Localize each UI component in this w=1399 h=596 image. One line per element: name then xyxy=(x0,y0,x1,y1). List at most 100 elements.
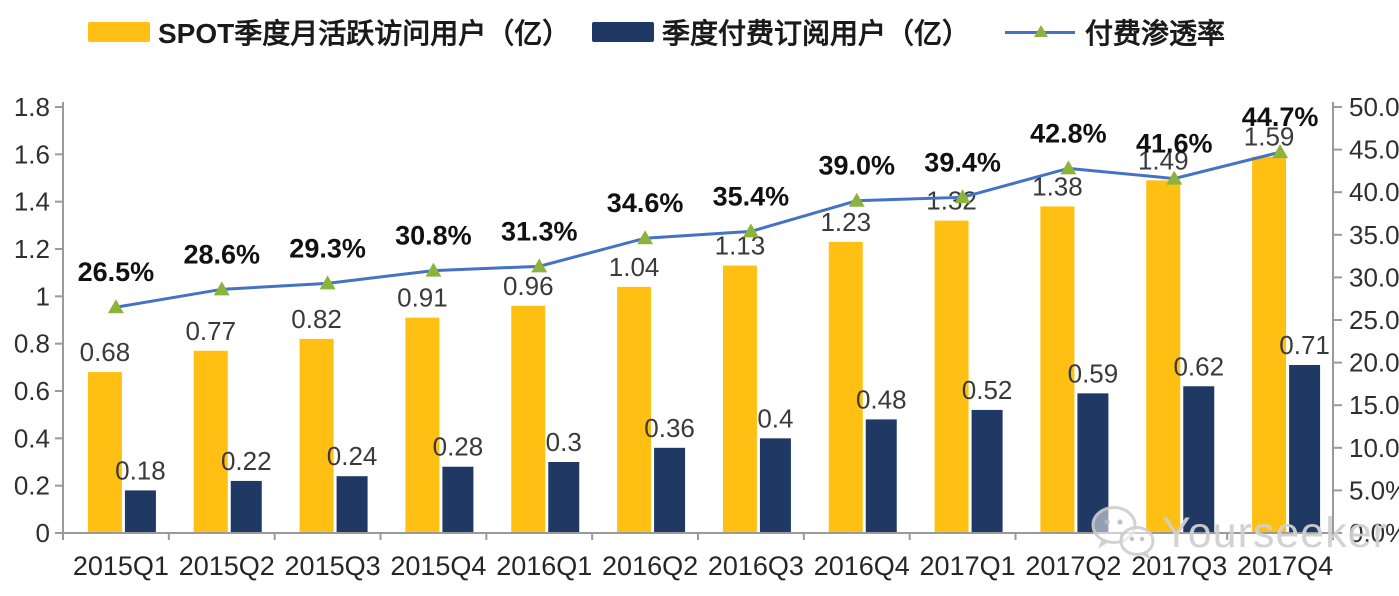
subscriber-bar-label: 0.36 xyxy=(644,413,695,443)
mau-bar-label: 1.32 xyxy=(926,186,977,216)
penetration-marker-icon xyxy=(319,275,336,290)
penetration-point-label: 39.4% xyxy=(924,147,1001,177)
left-axis-tick-label: 1.2 xyxy=(14,234,50,264)
right-axis-tick-label: 25.0% xyxy=(1349,305,1399,335)
penetration-line xyxy=(115,150,1281,309)
mau-bar-label: 0.91 xyxy=(397,283,448,313)
penetration-marker-icon xyxy=(954,189,971,204)
x-axis-category-label: 2016Q2 xyxy=(602,551,698,581)
subscriber-bar-label: 0.4 xyxy=(757,403,793,433)
mau-bar-label: 0.82 xyxy=(291,304,342,334)
mau-bar xyxy=(1252,156,1287,533)
penetration-point-label: 31.3% xyxy=(501,216,578,246)
penetration-point-label: 29.3% xyxy=(289,233,366,263)
mau-bar-label: 1.13 xyxy=(715,231,766,261)
mau-bar xyxy=(1040,206,1075,533)
penetration-marker-icon xyxy=(531,258,548,273)
subscriber-bar xyxy=(1289,364,1321,533)
subscriber-bar-label: 0.71 xyxy=(1279,330,1330,360)
subscriber-bar-label: 0.48 xyxy=(856,384,907,414)
left-axis-tick-label: 1.4 xyxy=(14,187,50,217)
subscriber-bar-label: 0.28 xyxy=(433,432,484,462)
mau-bar-label: 1.49 xyxy=(1138,145,1189,175)
penetration-point-label: 44.7% xyxy=(1242,102,1319,132)
legend-item-mau: SPOT季度月活跃访问用户（亿） xyxy=(88,16,570,49)
mau-bar xyxy=(87,372,122,533)
x-axis-category-label: 2016Q1 xyxy=(496,551,592,581)
subscribers-legend-label: 季度付费订阅用户（亿） xyxy=(662,18,971,49)
left-axis-tick-label: 0.8 xyxy=(14,329,50,359)
mau-bar-label: 1.59 xyxy=(1244,122,1295,152)
x-axis-category-label: 2015Q3 xyxy=(285,551,381,581)
subscriber-bar xyxy=(548,462,580,533)
right-axis-tick-label: 5.0% xyxy=(1349,475,1399,505)
penetration-marker-icon xyxy=(425,262,442,277)
penetration-marker-icon xyxy=(213,281,230,296)
x-axis-category-label: 2016Q3 xyxy=(708,551,804,581)
right-axis-tick-label: 15.0% xyxy=(1349,390,1399,420)
penetration-point-label: 42.8% xyxy=(1030,118,1107,148)
subscriber-bar-label: 0.52 xyxy=(962,375,1013,405)
penetration-marker-icon xyxy=(848,192,865,207)
mau-legend-swatch-icon xyxy=(88,22,150,42)
mau-bar xyxy=(299,338,334,533)
mau-bar xyxy=(511,305,546,533)
x-axis-category-label: 2015Q4 xyxy=(390,551,486,581)
mau-legend-label: SPOT季度月活跃访问用户（亿） xyxy=(158,18,571,49)
mau-bar-label: 1.23 xyxy=(820,207,871,237)
mau-bar xyxy=(1146,180,1181,533)
right-axis-tick-label: 45.0% xyxy=(1349,135,1399,165)
mau-bar xyxy=(193,350,228,533)
penetration-marker-icon xyxy=(637,230,654,245)
penetration-point-label: 35.4% xyxy=(713,181,790,211)
subscriber-bar xyxy=(1183,386,1215,533)
x-axis-category-label: 2017Q1 xyxy=(920,551,1016,581)
subscriber-bar xyxy=(124,490,156,533)
legend-item-subscribers: 季度付费订阅用户（亿） xyxy=(592,16,970,49)
right-axis-tick-label: 0.0% xyxy=(1349,518,1399,548)
penetration-point-label: 34.6% xyxy=(607,188,684,218)
subscriber-bar xyxy=(1077,393,1109,533)
left-axis-tick-label: 0.4 xyxy=(14,423,50,453)
subscriber-bar-label: 0.3 xyxy=(546,427,582,457)
subscriber-bar xyxy=(865,419,897,533)
subscriber-bar xyxy=(971,409,1003,533)
right-axis-tick-label: 50.0% xyxy=(1349,92,1399,122)
subscriber-bar xyxy=(230,480,262,533)
penetration-point-label: 28.6% xyxy=(183,239,260,269)
left-axis-tick-label: 1 xyxy=(36,281,50,311)
mau-bar xyxy=(828,241,863,533)
x-axis-category-label: 2017Q4 xyxy=(1237,551,1333,581)
x-axis-category-label: 2015Q1 xyxy=(73,551,169,581)
penetration-point-label: 41.6% xyxy=(1136,129,1213,159)
subscriber-bar xyxy=(759,438,791,533)
left-axis-tick-label: 0.6 xyxy=(14,376,50,406)
mau-bar xyxy=(722,265,757,533)
subscriber-bar-label: 0.59 xyxy=(1068,358,1119,388)
mau-bar-label: 0.77 xyxy=(185,316,236,346)
x-axis-category-label: 2016Q4 xyxy=(814,551,910,581)
x-axis-category-label: 2017Q3 xyxy=(1131,551,1227,581)
penetration-marker-icon xyxy=(107,299,124,314)
subscriber-bar-label: 0.18 xyxy=(115,455,166,485)
left-axis-tick-label: 1.6 xyxy=(14,139,50,169)
penetration-marker-icon xyxy=(1060,160,1077,175)
subscriber-bar-label: 0.24 xyxy=(327,441,378,471)
penetration-line-marker-icon xyxy=(1005,22,1075,42)
penetration-marker-icon xyxy=(1272,144,1289,159)
left-axis-tick-label: 1.8 xyxy=(14,92,50,122)
mau-bar-label: 0.68 xyxy=(80,337,131,367)
right-axis-tick-label: 40.0% xyxy=(1349,177,1399,207)
mau-bar xyxy=(405,317,440,533)
mau-bar xyxy=(934,220,969,533)
legend-item-penetration: 付费渗透率 xyxy=(1005,16,1225,49)
mau-bar xyxy=(617,286,652,533)
right-axis-tick-label: 35.0% xyxy=(1349,220,1399,250)
right-axis-tick-label: 20.0% xyxy=(1349,348,1399,378)
penetration-point-label: 26.5% xyxy=(78,257,155,287)
penetration-point-label: 30.8% xyxy=(395,221,472,251)
left-axis-tick-label: 0.2 xyxy=(14,471,50,501)
subscribers-legend-swatch-icon xyxy=(592,22,654,42)
subscriber-bar-label: 0.62 xyxy=(1173,351,1224,381)
